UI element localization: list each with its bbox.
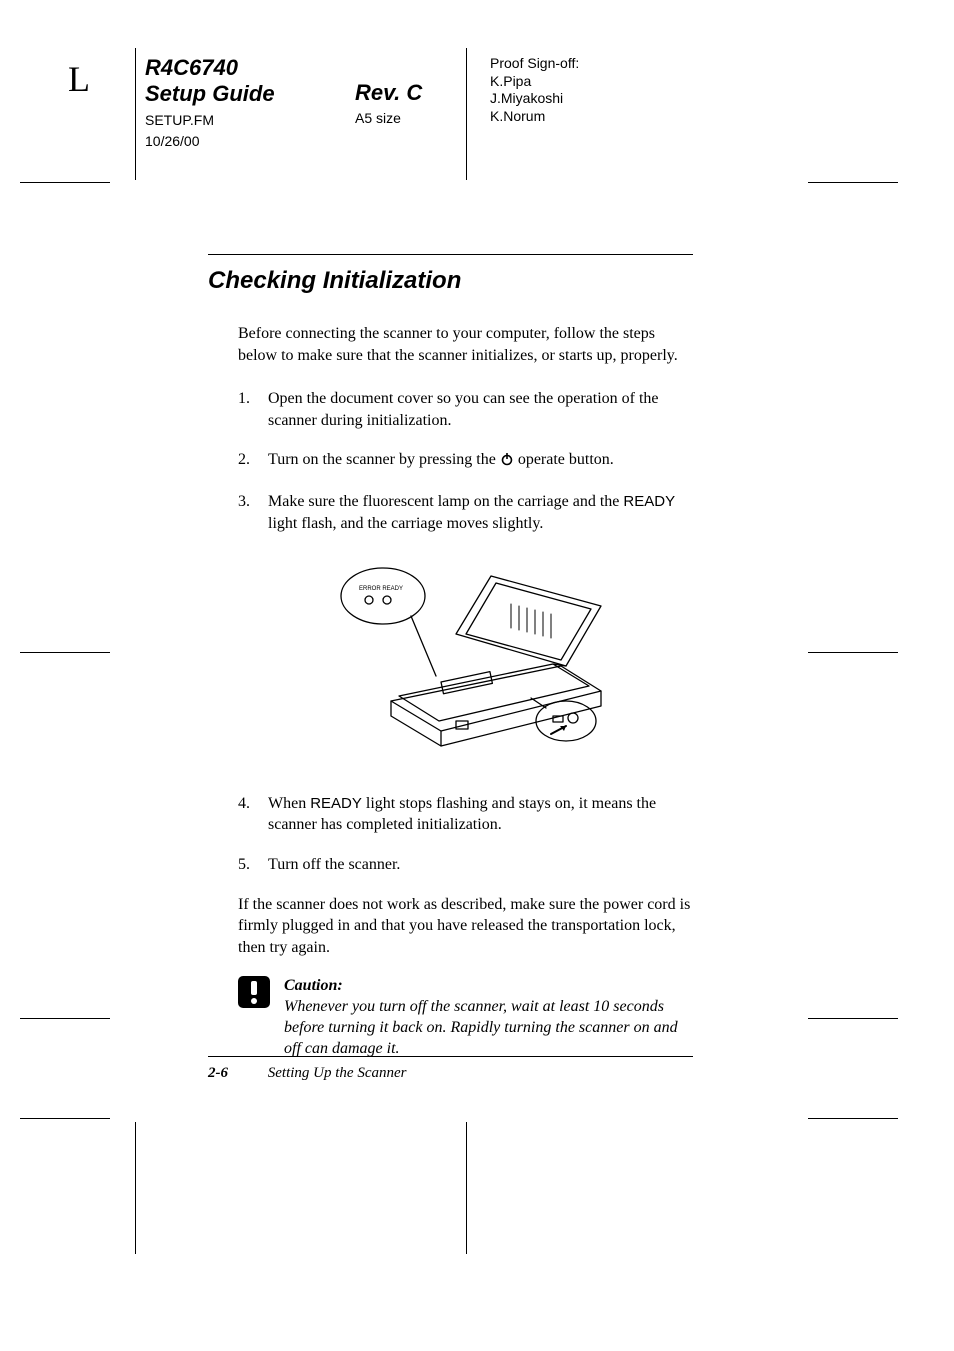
crop-mark bbox=[808, 652, 898, 653]
caution-text: Caution: Whenever you turn off the scann… bbox=[284, 976, 693, 1059]
crop-mark bbox=[808, 1118, 898, 1119]
step-item: When READY light stops flashing and stay… bbox=[238, 793, 693, 836]
step-item: Turn off the scanner. bbox=[238, 854, 693, 876]
doc-size: A5 size bbox=[355, 110, 422, 128]
step-item: Turn on the scanner by pressing the oper… bbox=[238, 449, 693, 473]
caution-body: Whenever you turn off the scanner, wait … bbox=[284, 998, 678, 1057]
footer-rule bbox=[208, 1056, 693, 1057]
step-text: operate button. bbox=[514, 451, 614, 468]
section-title: Checking Initialization bbox=[208, 267, 693, 295]
intro-paragraph: Before connecting the scanner to your co… bbox=[238, 323, 693, 366]
page-side-letter: L bbox=[68, 58, 90, 100]
power-icon bbox=[500, 451, 514, 473]
crop-mark bbox=[20, 1018, 110, 1019]
crop-mark bbox=[808, 182, 898, 183]
scanner-illustration: ERROR READY bbox=[321, 556, 641, 756]
doc-id-line1: R4C6740 bbox=[145, 55, 275, 81]
header-divider bbox=[135, 48, 136, 180]
signoff-name: K.Pipa bbox=[490, 73, 579, 91]
steps-list: Open the document cover so you can see t… bbox=[238, 388, 693, 875]
header-left: R4C6740 Setup Guide SETUP.FM 10/26/00 bbox=[145, 55, 275, 151]
crop-mark bbox=[20, 182, 110, 183]
ready-label: READY bbox=[310, 795, 362, 812]
footer-block: 2-6 Setting Up the Scanner bbox=[208, 1056, 693, 1082]
running-title: Setting Up the Scanner bbox=[268, 1065, 407, 1081]
ready-label: READY bbox=[623, 493, 675, 510]
signoff-label: Proof Sign-off: bbox=[490, 55, 579, 73]
signoff-name: K.Norum bbox=[490, 108, 579, 126]
signoff-block: Proof Sign-off: K.Pipa J.Miyakoshi K.Nor… bbox=[490, 55, 579, 125]
header-mid: Rev. C A5 size bbox=[355, 80, 422, 128]
step-item: Make sure the fluorescent lamp on the ca… bbox=[238, 491, 693, 763]
doc-id-line2: Setup Guide bbox=[145, 81, 275, 107]
doc-file: SETUP.FM bbox=[145, 112, 275, 130]
footer-line: 2-6 Setting Up the Scanner bbox=[208, 1065, 693, 1082]
footer-divider bbox=[466, 1122, 467, 1254]
step-item: Open the document cover so you can see t… bbox=[238, 388, 693, 431]
caution-icon bbox=[238, 976, 270, 1008]
step-text: When bbox=[268, 795, 310, 812]
crop-mark bbox=[20, 652, 110, 653]
section-rule bbox=[208, 254, 693, 255]
caution-label: Caution: bbox=[284, 977, 343, 994]
step-text: Make sure the fluorescent lamp on the ca… bbox=[268, 493, 623, 510]
doc-rev: Rev. C bbox=[355, 80, 422, 106]
page-number: 2-6 bbox=[208, 1065, 228, 1081]
step-text: Turn on the scanner by pressing the bbox=[268, 451, 500, 468]
header-divider bbox=[466, 48, 467, 180]
figure: ERROR READY bbox=[268, 556, 693, 763]
crop-mark bbox=[808, 1018, 898, 1019]
step-text: light flash, and the carriage moves slig… bbox=[268, 515, 543, 532]
caution-block: Caution: Whenever you turn off the scann… bbox=[238, 976, 693, 1059]
footer-divider bbox=[135, 1122, 136, 1254]
crop-mark bbox=[20, 1118, 110, 1119]
svg-text:ERROR READY: ERROR READY bbox=[359, 586, 403, 592]
signoff-name: J.Miyakoshi bbox=[490, 90, 579, 108]
troubleshoot-paragraph: If the scanner does not work as describe… bbox=[238, 894, 693, 959]
content-region: Checking Initialization Before connectin… bbox=[208, 254, 693, 1060]
doc-date: 10/26/00 bbox=[145, 133, 275, 151]
